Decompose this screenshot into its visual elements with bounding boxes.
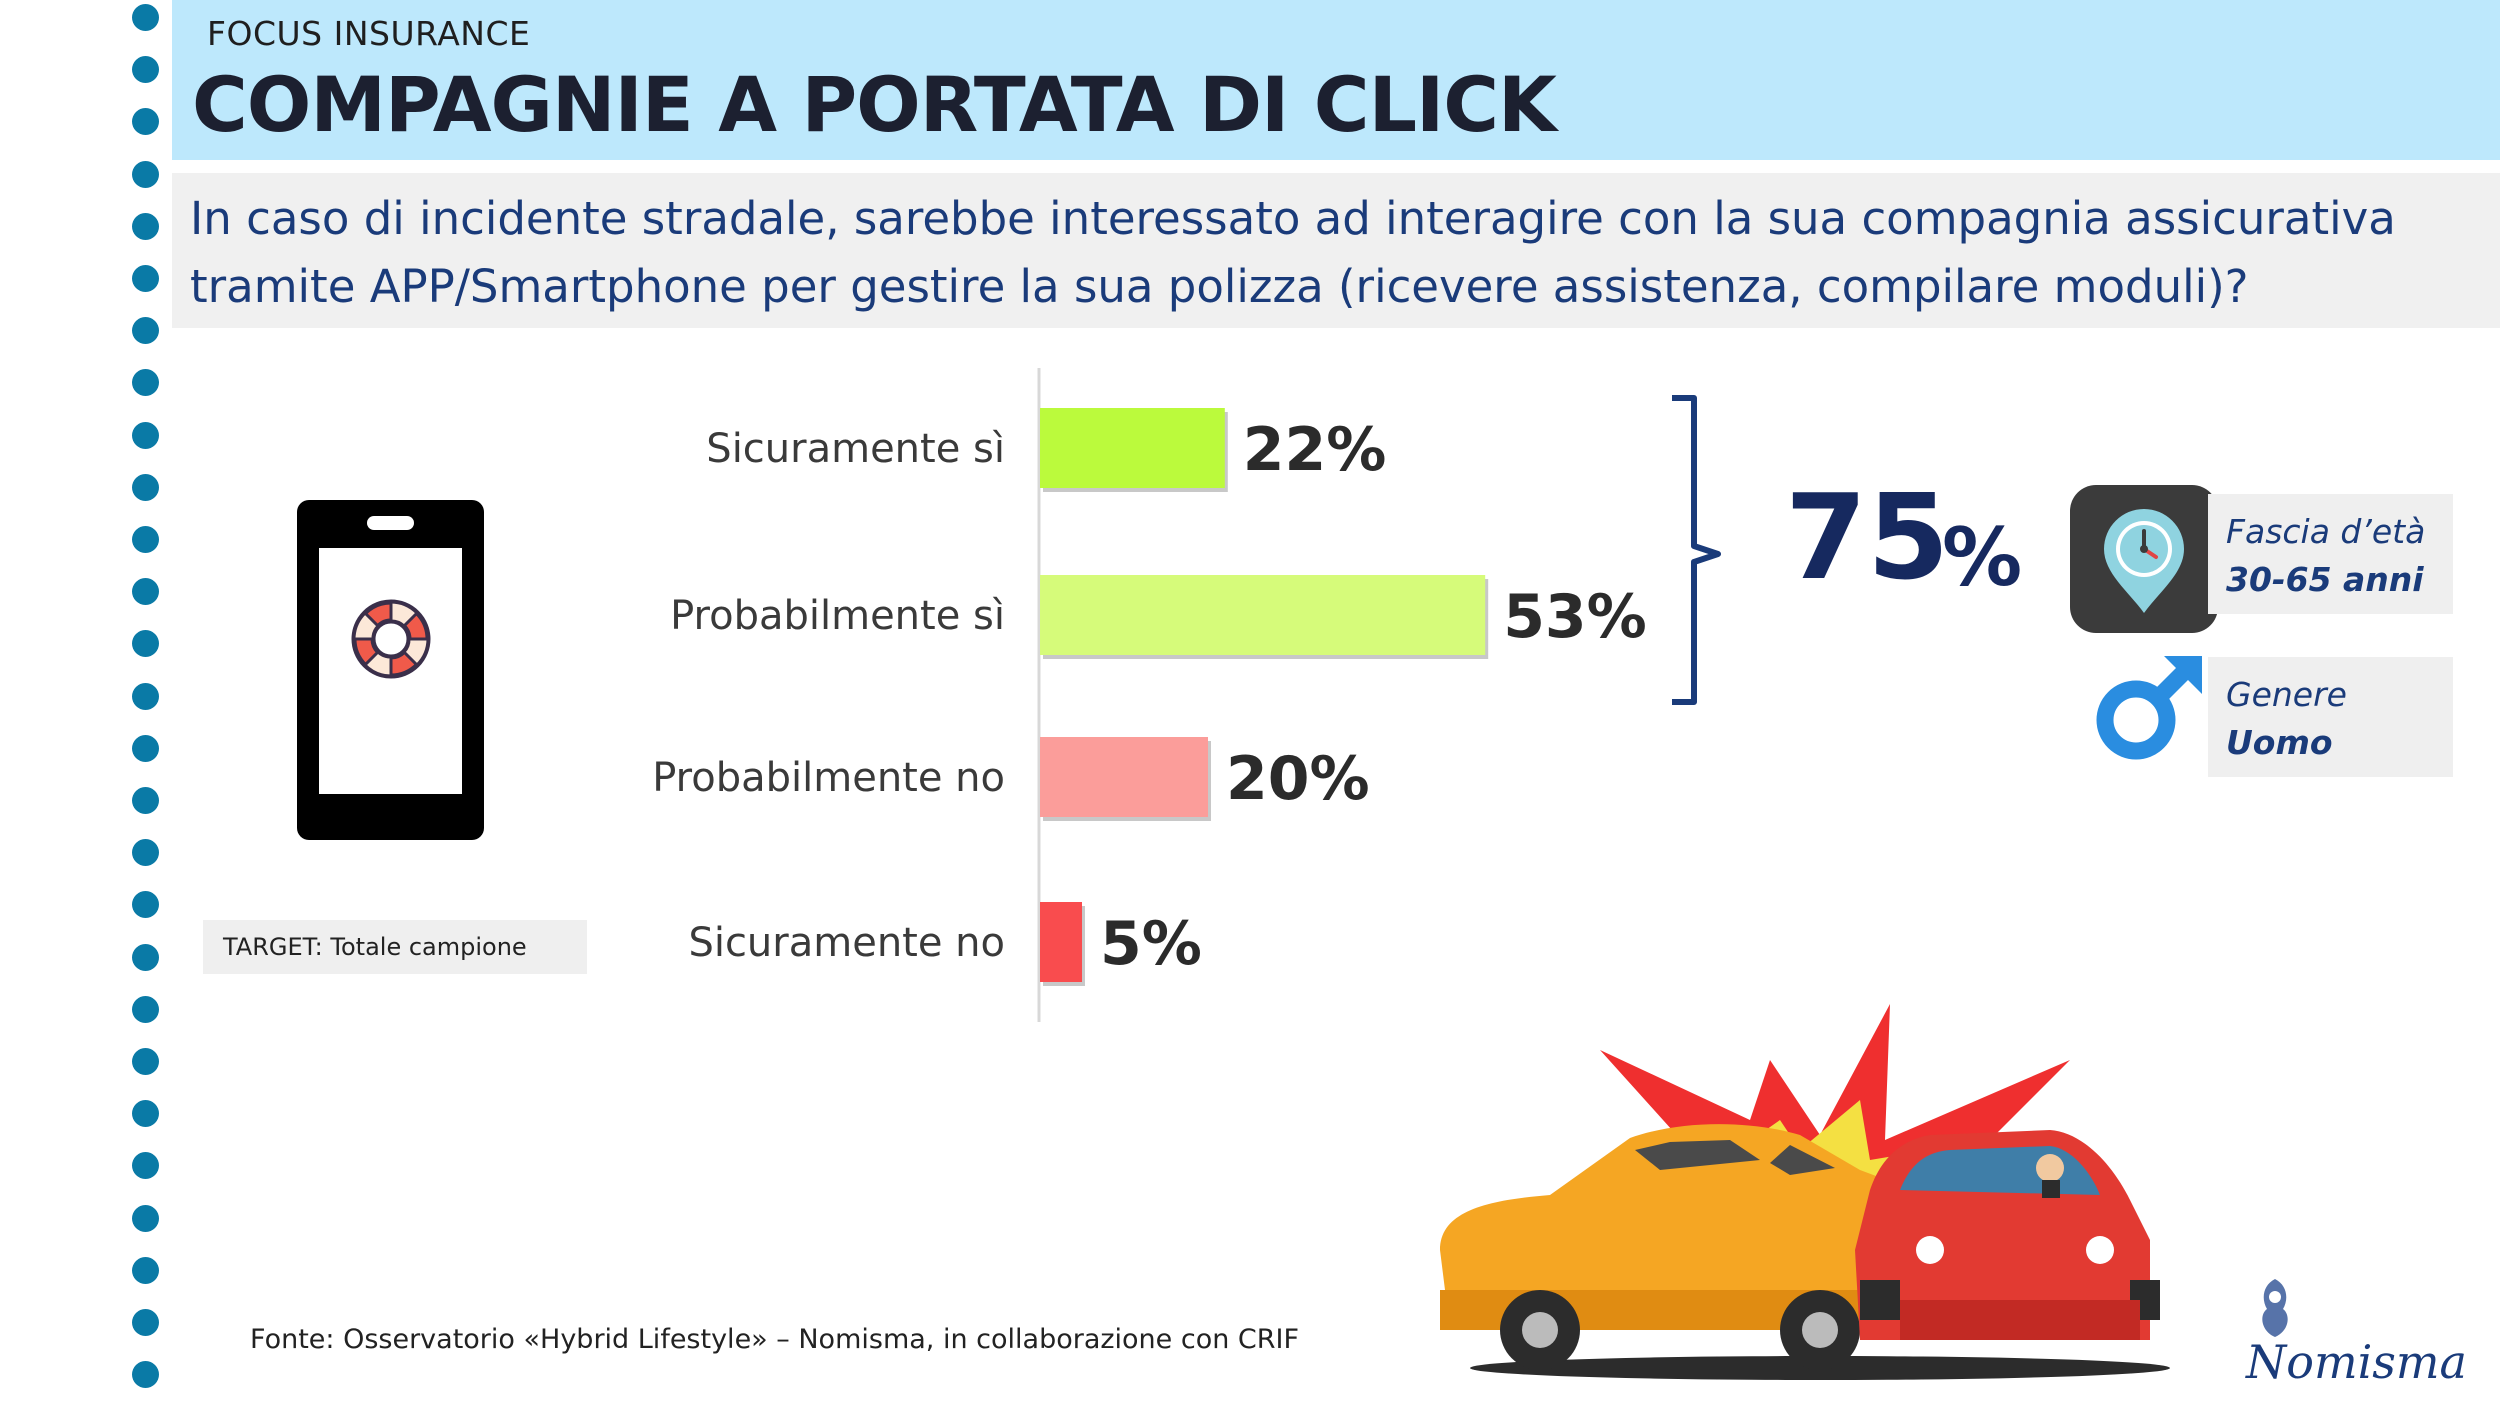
- value-label: 5%: [1100, 909, 1202, 979]
- border-dot: [132, 891, 159, 919]
- bar-shadow: [1043, 412, 1228, 492]
- bar: [1040, 575, 1486, 655]
- survey-question: In caso di incidente stradale, sarebbe i…: [190, 192, 2396, 313]
- border-dot: [132, 526, 159, 553]
- border-dot: [132, 1256, 159, 1284]
- lifebuoy-icon: [351, 599, 431, 679]
- border-dot: [132, 1152, 159, 1180]
- value-label: 53%: [1503, 582, 1647, 652]
- age-label: Fascia d’età: [2226, 512, 2426, 551]
- logo-text: Nomisma: [2246, 1335, 2467, 1389]
- border-dot: [132, 4, 159, 31]
- smartphone-icon: [297, 500, 484, 840]
- phone-speaker: [367, 516, 414, 530]
- border-dot: [132, 212, 159, 240]
- bar: [1040, 902, 1082, 982]
- page-title: COMPAGNIE A PORTATA DI CLICK: [192, 60, 1557, 149]
- age-card: Fascia d’età 30-65 anni: [2208, 494, 2453, 614]
- border-dot: [132, 995, 159, 1023]
- border-dot: [132, 578, 159, 606]
- border-dot: [132, 1100, 159, 1128]
- border-dot: [132, 160, 159, 188]
- border-dot: [132, 56, 159, 84]
- border-dot: [132, 839, 159, 867]
- border-dot: [132, 108, 159, 136]
- bar-shadow: [1043, 579, 1489, 659]
- nomisma-logo: [2262, 1279, 2288, 1337]
- category-label: Probabilmente no: [652, 755, 1005, 801]
- bracket: [1672, 395, 1721, 705]
- clock-location-pin-icon: [2070, 485, 2218, 633]
- target-note: TARGET: Totale campione: [203, 920, 587, 974]
- border-dot: [132, 1048, 159, 1075]
- dotted-border-column: [132, 0, 162, 1406]
- border-dot: [132, 682, 159, 710]
- border-dot: [132, 1204, 159, 1232]
- border-dot: [132, 1309, 159, 1336]
- category-label: Sicuramente sì: [706, 426, 1005, 472]
- gender-value: Uomo: [2226, 723, 2333, 762]
- category-label: Probabilmente sì: [670, 593, 1005, 639]
- question-band: In caso di incidente stradale, sarebbe i…: [172, 173, 2500, 328]
- section-kicker: FOCUS INSURANCE: [207, 14, 531, 53]
- border-dot: [132, 787, 159, 814]
- gender-card: Genere Uomo: [2208, 657, 2453, 777]
- bar-shadow: [1043, 741, 1211, 821]
- bar: [1040, 737, 1208, 817]
- male-symbol-icon: [2096, 656, 2202, 760]
- border-dot: [132, 943, 159, 971]
- age-value: 30-65 anni: [2226, 560, 2424, 599]
- value-label: 22%: [1243, 415, 1387, 485]
- total-positive-unit: %: [1942, 511, 2023, 604]
- border-dot: [132, 734, 159, 762]
- category-label: Sicuramente no: [688, 920, 1005, 966]
- total-positive-value: 75: [1785, 468, 1950, 606]
- car-crash-illustration: [1440, 1004, 2170, 1380]
- target-label: TARGET: Totale campione: [223, 933, 527, 961]
- gender-label: Genere: [2226, 675, 2347, 714]
- bar: [1040, 408, 1225, 488]
- border-dot: [132, 473, 159, 501]
- border-dot: [132, 317, 159, 345]
- border-dot: [132, 630, 159, 658]
- value-label: 20%: [1226, 744, 1370, 814]
- source-note: Fonte: Osservatorio «Hybrid Lifestyle» –…: [250, 1324, 1300, 1355]
- border-dot: [132, 369, 159, 397]
- border-dot: [132, 265, 159, 292]
- border-dot: [132, 1361, 159, 1389]
- border-dot: [132, 421, 159, 449]
- bar-shadow: [1043, 906, 1085, 986]
- header-banner: FOCUS INSURANCE COMPAGNIE A PORTATA DI C…: [172, 0, 2500, 160]
- phone-screen: [319, 548, 462, 794]
